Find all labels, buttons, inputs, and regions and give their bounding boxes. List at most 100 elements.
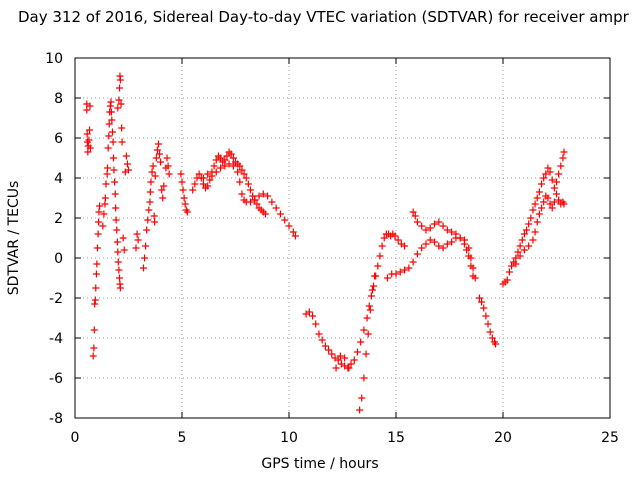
y-tick-label: 2 bbox=[54, 211, 63, 227]
data-point bbox=[291, 232, 299, 240]
data-point bbox=[409, 258, 417, 266]
data-point bbox=[259, 190, 267, 198]
data-point bbox=[95, 218, 103, 226]
data-point bbox=[560, 148, 568, 156]
data-point bbox=[116, 274, 124, 282]
data-point bbox=[540, 198, 548, 206]
data-point bbox=[371, 272, 379, 280]
data-point bbox=[177, 170, 185, 178]
data-point bbox=[463, 246, 471, 254]
data-point bbox=[448, 228, 456, 236]
data-point bbox=[467, 262, 475, 270]
data-point bbox=[86, 102, 94, 110]
data-point bbox=[93, 260, 101, 268]
data-point bbox=[448, 238, 456, 246]
data-points bbox=[83, 72, 568, 414]
data-point bbox=[341, 354, 349, 362]
data-point bbox=[431, 220, 439, 228]
y-tick-label: 0 bbox=[54, 251, 63, 267]
data-point bbox=[439, 222, 447, 230]
data-point bbox=[353, 348, 361, 356]
data-point bbox=[418, 244, 426, 252]
data-point bbox=[94, 230, 102, 238]
data-point bbox=[285, 222, 293, 230]
data-point bbox=[366, 306, 374, 314]
data-point bbox=[238, 166, 246, 174]
data-point bbox=[426, 224, 434, 232]
data-point bbox=[204, 182, 212, 190]
plot-frame bbox=[74, 57, 611, 419]
data-point bbox=[234, 168, 242, 176]
data-point bbox=[435, 242, 443, 250]
data-point bbox=[118, 138, 126, 146]
data-point bbox=[396, 268, 404, 276]
y-tick-label: -4 bbox=[49, 331, 63, 347]
data-point bbox=[108, 116, 116, 124]
data-point bbox=[180, 194, 188, 202]
data-point bbox=[147, 178, 155, 186]
data-point bbox=[84, 148, 92, 156]
data-point bbox=[227, 150, 235, 158]
data-point bbox=[178, 178, 186, 186]
data-point bbox=[114, 258, 122, 266]
data-point bbox=[360, 326, 368, 334]
data-point bbox=[116, 76, 124, 84]
data-point bbox=[96, 202, 104, 210]
data-point bbox=[111, 190, 119, 198]
x-tick-label: 15 bbox=[387, 430, 405, 446]
data-point bbox=[146, 198, 154, 206]
data-point bbox=[118, 124, 126, 132]
data-point bbox=[533, 218, 541, 226]
data-point bbox=[249, 192, 257, 200]
data-point bbox=[191, 180, 199, 188]
data-point bbox=[367, 292, 375, 300]
data-point bbox=[548, 176, 556, 184]
data-point bbox=[91, 300, 99, 308]
data-point bbox=[443, 240, 451, 248]
data-point bbox=[86, 126, 94, 134]
data-point bbox=[362, 350, 370, 358]
x-tick-label: 25 bbox=[601, 430, 619, 446]
data-point bbox=[212, 156, 220, 164]
data-point bbox=[115, 96, 123, 104]
data-point bbox=[538, 204, 546, 212]
data-point bbox=[318, 336, 326, 344]
data-point bbox=[154, 140, 162, 148]
data-point bbox=[119, 234, 127, 242]
data-point bbox=[181, 200, 189, 208]
y-tick-label: 8 bbox=[54, 91, 63, 107]
data-point bbox=[210, 162, 218, 170]
y-tick-label: 4 bbox=[54, 171, 63, 187]
data-point bbox=[99, 222, 107, 230]
data-point bbox=[394, 236, 402, 244]
data-point bbox=[268, 198, 276, 206]
y-tick-label: -6 bbox=[49, 371, 63, 387]
data-point bbox=[422, 226, 430, 234]
data-point bbox=[251, 196, 259, 204]
data-point bbox=[255, 192, 263, 200]
data-point bbox=[360, 374, 368, 382]
data-point bbox=[422, 240, 430, 248]
data-point bbox=[164, 162, 172, 170]
data-point bbox=[363, 314, 371, 322]
y-tick-label: -8 bbox=[49, 411, 63, 427]
data-point bbox=[253, 200, 261, 208]
data-point bbox=[102, 180, 110, 188]
data-point bbox=[555, 196, 563, 204]
chart-title: Day 312 of 2016, Sidereal Day-to-day VTE… bbox=[18, 8, 629, 26]
data-point bbox=[525, 220, 533, 228]
grid-layer bbox=[75, 58, 610, 418]
data-point bbox=[439, 244, 447, 252]
data-point bbox=[409, 208, 417, 216]
data-point bbox=[165, 170, 173, 178]
y-axis-label: SDTVAR / TECUs bbox=[6, 180, 22, 296]
data-point bbox=[117, 100, 125, 108]
data-point bbox=[261, 210, 269, 218]
data-point bbox=[376, 252, 384, 260]
data-point bbox=[368, 286, 376, 294]
data-point bbox=[374, 262, 382, 270]
data-point bbox=[114, 104, 122, 112]
data-point bbox=[401, 242, 409, 250]
data-point bbox=[531, 200, 539, 208]
data-point bbox=[246, 186, 254, 194]
